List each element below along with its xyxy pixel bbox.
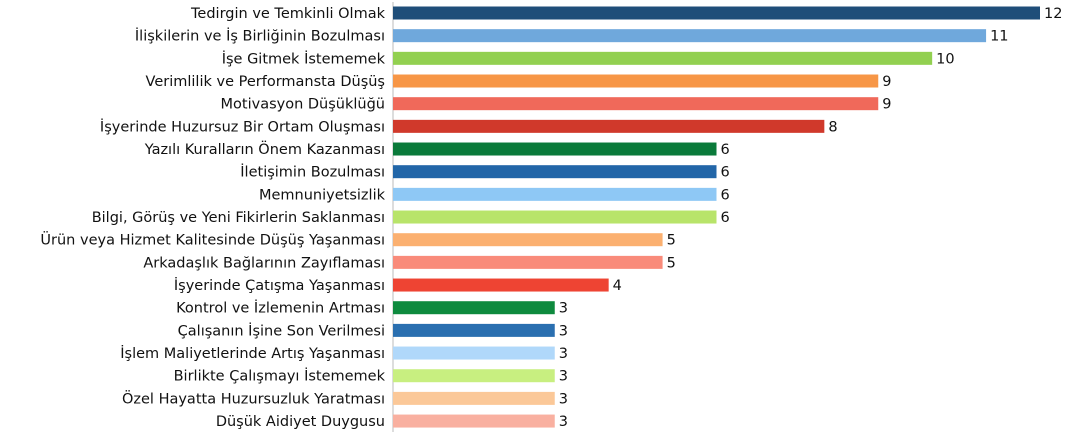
- category-label: Düşük Aidiyet Duygusu: [216, 414, 385, 430]
- category-label: İşyerinde Çatışma Yaşanması: [174, 276, 385, 294]
- value-label: 3: [559, 414, 568, 430]
- value-label: 9: [882, 97, 891, 113]
- category-label: Yazılı Kuralların Önem Kazanması: [144, 140, 385, 158]
- category-label: Çalışanın İşine Son Verilmesi: [178, 321, 385, 339]
- category-label: Özel Hayatta Huzursuzluk Yaratması: [122, 389, 385, 407]
- category-label: Kontrol ve İzlemenin Artması: [176, 299, 385, 317]
- bar: [393, 301, 555, 315]
- category-label: İletişimin Bozulması: [240, 163, 385, 181]
- value-label: 12: [1044, 6, 1062, 22]
- bar: [393, 97, 879, 111]
- category-label: Birlikte Çalışmayı İstememek: [174, 367, 386, 385]
- bar: [393, 369, 555, 383]
- category-label: Memnuniyetsizlik: [259, 187, 386, 203]
- value-label: 6: [721, 210, 730, 226]
- bar: [393, 391, 555, 405]
- value-label: 3: [559, 323, 568, 339]
- category-label: Ürün veya Hizmet Kalitesinde Düşüş Yaşan…: [40, 231, 385, 249]
- bar: [393, 278, 609, 292]
- category-label: Motivasyon Düşüklüğü: [221, 97, 385, 113]
- category-label: Arkadaşlık Bağlarının Zayıflaması: [143, 255, 385, 271]
- value-label: 4: [613, 278, 622, 294]
- bar: [393, 165, 717, 179]
- bar: [393, 233, 663, 247]
- value-label: 10: [936, 51, 954, 67]
- value-label: 8: [828, 119, 837, 135]
- bar: [393, 142, 717, 156]
- category-label: İşe Gitmek İstememek: [222, 49, 386, 67]
- value-label: 5: [667, 233, 676, 249]
- value-label: 9: [882, 74, 891, 90]
- category-label: Verimlilik ve Performansta Düşüş: [146, 74, 385, 90]
- bar: [393, 323, 555, 337]
- value-label: 11: [990, 29, 1008, 45]
- value-label: 3: [559, 301, 568, 317]
- value-label: 5: [667, 255, 676, 271]
- bar: [393, 51, 933, 65]
- value-label: 6: [721, 165, 730, 181]
- category-label: Bilgi, Görüş ve Yeni Fikirlerin Saklanma…: [92, 210, 385, 226]
- value-label: 3: [559, 369, 568, 385]
- value-label: 6: [721, 142, 730, 158]
- category-label: İşlem Maliyetlerinde Artış Yaşanması: [120, 344, 385, 362]
- bar: [393, 119, 825, 133]
- category-label: İşyerinde Huzursuz Bir Ortam Oluşması: [100, 117, 385, 135]
- bar: [393, 74, 879, 88]
- category-label: İlişkilerin ve İş Birliğinin Bozulması: [135, 27, 385, 45]
- bar: [393, 346, 555, 360]
- value-label: 3: [559, 346, 568, 362]
- value-label: 6: [721, 187, 730, 203]
- bar: [393, 6, 1040, 20]
- bar: [393, 210, 717, 224]
- bar: [393, 255, 663, 269]
- category-label: Tedirgin ve Temkinli Olmak: [190, 6, 386, 22]
- bar: [393, 414, 555, 428]
- value-label: 3: [559, 391, 568, 407]
- bar: [393, 187, 717, 201]
- bar: [393, 29, 987, 43]
